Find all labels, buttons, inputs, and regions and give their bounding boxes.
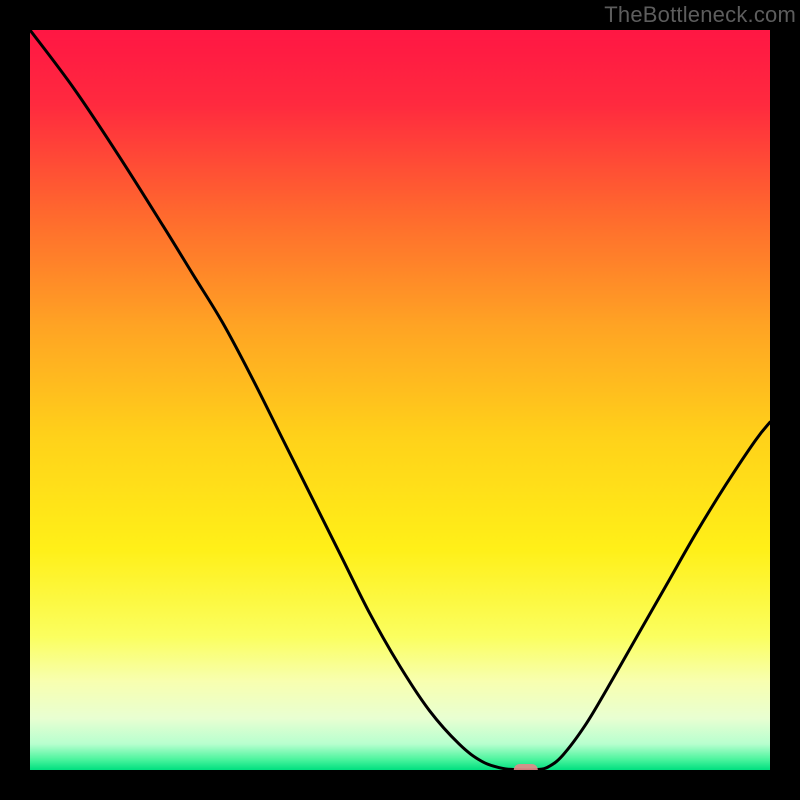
plot-area bbox=[30, 30, 770, 770]
chart-stage: TheBottleneck.com bbox=[0, 0, 800, 800]
curve-overlay bbox=[30, 30, 770, 770]
watermark-text: TheBottleneck.com bbox=[604, 2, 796, 28]
optimum-marker bbox=[514, 764, 538, 770]
bottleneck-curve bbox=[30, 30, 770, 770]
